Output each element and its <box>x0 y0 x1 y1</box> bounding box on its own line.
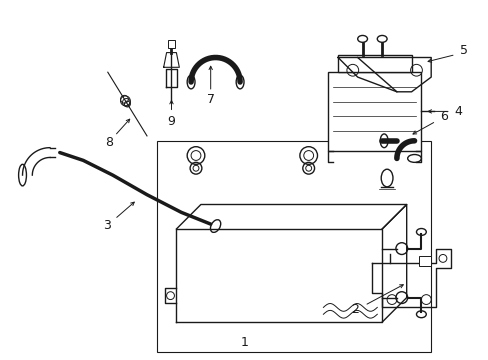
Text: 8: 8 <box>104 136 113 149</box>
Text: 2: 2 <box>350 303 358 316</box>
Text: 4: 4 <box>454 105 462 118</box>
Text: 6: 6 <box>439 110 447 123</box>
Text: 7: 7 <box>206 93 214 106</box>
Text: 1: 1 <box>241 336 248 348</box>
Text: 3: 3 <box>102 219 110 231</box>
Text: 9: 9 <box>167 115 175 128</box>
Bar <box>337 55 411 72</box>
Bar <box>167 40 175 48</box>
Bar <box>419 256 430 266</box>
Bar <box>327 72 421 150</box>
Text: 5: 5 <box>459 44 467 57</box>
Bar <box>157 141 430 351</box>
